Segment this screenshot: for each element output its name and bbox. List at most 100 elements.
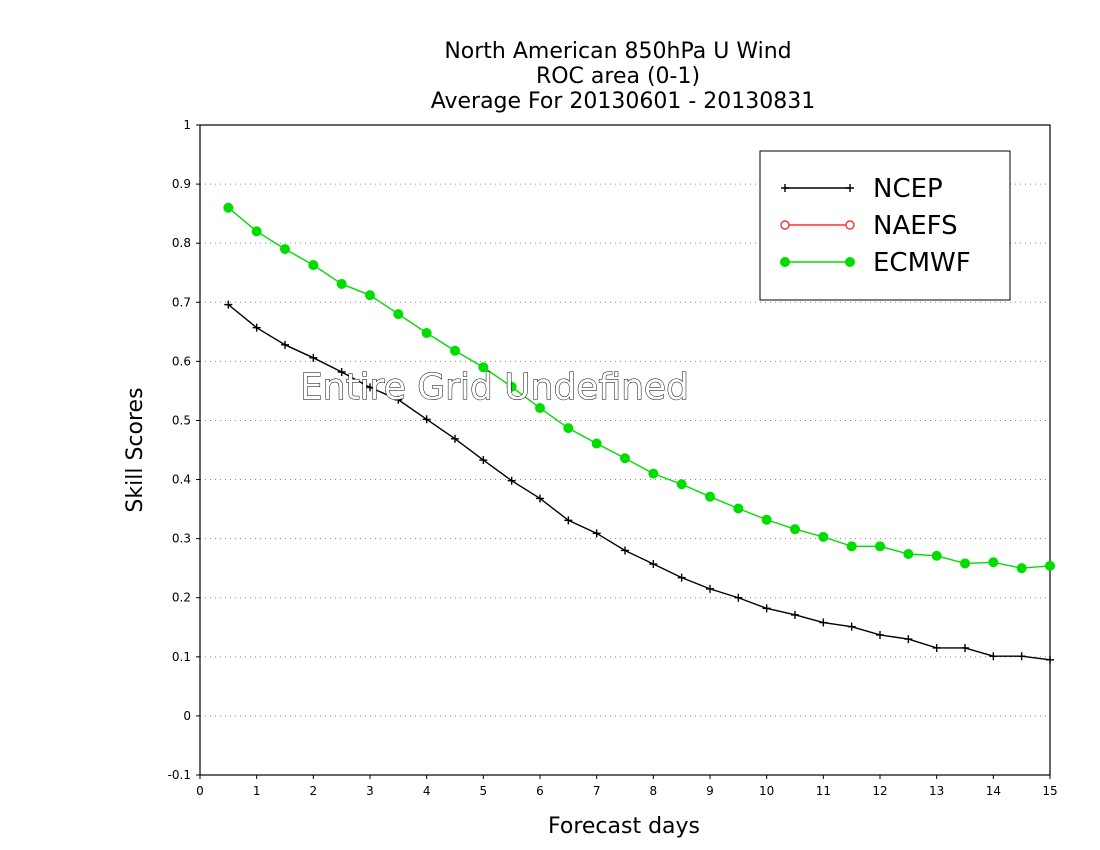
legend-entry-naefs: NAEFS bbox=[780, 211, 958, 241]
data-point-ncep bbox=[309, 353, 318, 362]
y-tick-label: -0.1 bbox=[168, 768, 191, 782]
x-tick-label: 11 bbox=[816, 784, 831, 798]
data-point-ecmwf bbox=[676, 479, 687, 490]
x-tick-label: 7 bbox=[593, 784, 601, 798]
y-tick-label: 0.9 bbox=[172, 177, 191, 191]
data-point-ecmwf bbox=[931, 550, 942, 561]
data-point-ncep bbox=[394, 395, 403, 404]
legend-label: NAEFS bbox=[873, 211, 958, 241]
y-tick-label: 0.4 bbox=[172, 473, 191, 487]
data-point-ncep bbox=[564, 516, 573, 525]
data-point-ecmwf bbox=[705, 491, 715, 502]
data-point-ncep bbox=[479, 456, 488, 465]
data-point-ncep bbox=[819, 618, 828, 627]
data-point-ncep bbox=[507, 476, 516, 485]
series-line-ncep bbox=[227, 304, 1051, 661]
data-point-ecmwf bbox=[960, 558, 970, 569]
x-tick-label: 15 bbox=[1042, 784, 1057, 798]
data-point-ecmwf bbox=[903, 549, 914, 559]
y-tick-label: 0.6 bbox=[172, 354, 191, 368]
data-point-ncep bbox=[1017, 652, 1026, 661]
data-point-ncep bbox=[1046, 655, 1054, 664]
y-tick-label: 0.1 bbox=[172, 650, 191, 664]
data-point-ecmwf bbox=[648, 468, 659, 479]
legend: NCEP NAEFS ECMWF bbox=[759, 150, 1011, 301]
y-axis: -0.1 0 0.1 0.2 0.3 0.4 0.5 0.6 0.7 0.8 0.9 1 bbox=[168, 118, 200, 782]
data-point-ncep bbox=[536, 494, 544, 503]
x-tick-label: 1 bbox=[253, 784, 261, 798]
data-point-ncep bbox=[989, 652, 998, 661]
y-tick-label: 0.3 bbox=[172, 532, 191, 546]
data-point-ecmwf bbox=[251, 226, 262, 237]
data-point-ecmwf bbox=[280, 244, 290, 255]
data-point-ncep bbox=[649, 560, 658, 569]
x-tick-label: 4 bbox=[423, 784, 431, 798]
series-ecmwf bbox=[223, 202, 1055, 574]
data-point-ncep bbox=[422, 415, 431, 424]
y-axis-label: Skill Scores bbox=[123, 387, 148, 512]
x-tick-label: 2 bbox=[310, 784, 318, 798]
x-tick-label: 10 bbox=[759, 784, 774, 798]
data-point-ncep bbox=[791, 610, 799, 619]
x-axis: 0 1 2 3 4 5 6 7 8 9 10 11 12 13 14 15 bbox=[196, 775, 1058, 798]
data-point-ncep bbox=[252, 323, 261, 332]
x-tick-label: 6 bbox=[536, 784, 544, 798]
y-tick-label: 1 bbox=[183, 118, 191, 132]
overlay-annotation: Entire Grid Undefined bbox=[300, 367, 689, 408]
data-point-ecmwf bbox=[308, 260, 319, 271]
data-point-ecmwf bbox=[421, 328, 432, 338]
data-point-ncep bbox=[677, 573, 686, 582]
x-tick-label: 3 bbox=[366, 784, 374, 798]
y-tick-label: 0.7 bbox=[172, 295, 191, 309]
data-point-ecmwf bbox=[988, 557, 999, 568]
x-tick-label: 14 bbox=[986, 784, 1001, 798]
data-point-ecmwf bbox=[846, 541, 857, 552]
plot-frame bbox=[199, 124, 1051, 776]
data-point-ecmwf bbox=[1016, 563, 1027, 574]
data-point-ecmwf bbox=[761, 514, 772, 525]
y-tick-label: 0.5 bbox=[172, 413, 191, 427]
chart-title: North American 850hPa U Wind ROC area (0… bbox=[431, 39, 816, 114]
series-ncep bbox=[224, 300, 1054, 664]
data-point-ncep bbox=[224, 300, 233, 309]
legend-label: NCEP bbox=[873, 174, 943, 204]
data-point-ecmwf bbox=[365, 290, 375, 301]
data-point-ecmwf bbox=[535, 403, 545, 414]
data-point-ecmwf bbox=[450, 345, 460, 356]
data-point-ncep bbox=[592, 529, 601, 538]
data-point-ncep bbox=[762, 604, 771, 613]
y-tick-label: 0.2 bbox=[172, 591, 191, 605]
legend-label: ECMWF bbox=[873, 248, 971, 278]
data-point-ecmwf bbox=[591, 438, 602, 449]
series-layer bbox=[223, 202, 1055, 664]
chart-title-line-1: North American 850hPa U Wind bbox=[444, 39, 791, 64]
x-tick-label: 9 bbox=[706, 784, 714, 798]
data-point-ncep bbox=[876, 630, 884, 639]
chart-title-line-3: Average For 20130601 - 20130831 bbox=[431, 89, 816, 114]
x-tick-label: 0 bbox=[196, 784, 204, 798]
data-point-ecmwf bbox=[506, 381, 517, 392]
data-point-ecmwf bbox=[733, 503, 744, 514]
data-point-ecmwf bbox=[1045, 560, 1055, 571]
legend-marker bbox=[781, 184, 789, 192]
data-point-ncep bbox=[904, 635, 913, 644]
data-point-ncep bbox=[961, 643, 969, 652]
data-point-ncep bbox=[847, 622, 856, 631]
data-point-ecmwf bbox=[818, 531, 829, 542]
data-point-ecmwf bbox=[478, 362, 489, 373]
data-point-ecmwf bbox=[875, 541, 885, 552]
legend-entry-ecmwf: ECMWF bbox=[780, 248, 971, 278]
data-point-ecmwf bbox=[790, 524, 800, 535]
x-tick-label: 12 bbox=[872, 784, 887, 798]
data-point-ecmwf bbox=[563, 423, 574, 434]
x-tick-label: 8 bbox=[650, 784, 658, 798]
x-tick-label: 13 bbox=[929, 784, 944, 798]
data-point-ncep bbox=[281, 340, 289, 349]
data-point-ncep bbox=[932, 643, 941, 652]
legend-marker bbox=[845, 257, 855, 267]
x-tick-label: 5 bbox=[480, 784, 488, 798]
y-tick-label: 0 bbox=[183, 709, 191, 723]
data-point-ncep bbox=[451, 434, 459, 443]
y-tick-label: 0.8 bbox=[172, 236, 191, 250]
data-point-ncep bbox=[734, 593, 743, 602]
